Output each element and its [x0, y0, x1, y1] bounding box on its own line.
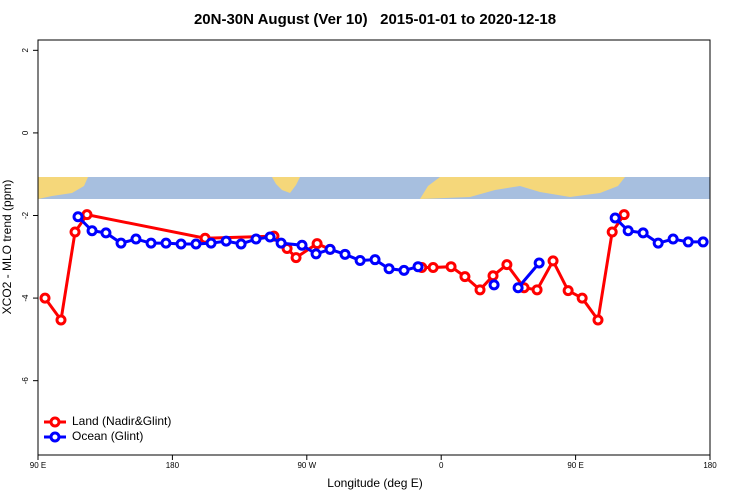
y-tick-label: 2 [21, 48, 30, 53]
x-tick-label: 180 [703, 461, 717, 470]
point [652, 237, 664, 249]
point [501, 259, 513, 271]
point [618, 209, 630, 221]
point [311, 238, 323, 250]
legend-label: Ocean (Glint) [72, 429, 143, 443]
point [220, 235, 232, 247]
x-tick-label: 0 [439, 461, 444, 470]
point [72, 211, 84, 223]
x-tick-label: 90 E [567, 461, 583, 470]
y-tick-label: -4 [21, 294, 30, 302]
point [290, 252, 302, 264]
point [250, 233, 262, 245]
point [622, 225, 634, 237]
point [576, 292, 588, 304]
point [445, 261, 457, 273]
plot-frame [37, 39, 711, 456]
point [264, 231, 276, 243]
legend-marker [49, 416, 61, 428]
point [354, 255, 366, 267]
point [86, 225, 98, 237]
chart-title: 20N-30N August (Ver 10) 2015-01-01 to 20… [194, 11, 556, 28]
point [383, 263, 395, 275]
point [39, 292, 51, 304]
point [275, 237, 287, 249]
point [115, 237, 127, 249]
x-tick-label: 90 E [30, 461, 46, 470]
point [160, 237, 172, 249]
point [637, 227, 649, 239]
point [310, 248, 322, 260]
point [606, 226, 618, 238]
point [697, 236, 709, 248]
point [55, 314, 67, 326]
point [487, 270, 499, 282]
point [592, 314, 604, 326]
point [682, 236, 694, 248]
point [547, 255, 559, 267]
point [190, 238, 202, 250]
point [398, 264, 410, 276]
point [130, 233, 142, 245]
point [235, 238, 247, 250]
point [205, 237, 217, 249]
point [412, 261, 424, 273]
point [667, 233, 679, 245]
point [339, 248, 351, 260]
point [488, 279, 500, 291]
point [296, 239, 308, 251]
map-strip [38, 177, 710, 199]
point [324, 243, 336, 255]
y-tick-label: -6 [21, 377, 30, 385]
legend-marker [49, 431, 61, 443]
point [369, 254, 381, 266]
x-tick-label: 90 W [297, 461, 316, 470]
point [512, 282, 524, 294]
point [100, 227, 112, 239]
point [562, 285, 574, 297]
point [459, 271, 471, 283]
y-axis-label: XCO2 - MLO trend (ppm) [0, 180, 14, 315]
point [145, 237, 157, 249]
y-tick-label: -2 [21, 211, 30, 219]
point [474, 284, 486, 296]
point [609, 212, 621, 224]
legend-label: Land (Nadir&Glint) [72, 414, 171, 428]
point [533, 257, 545, 269]
point [81, 209, 93, 221]
point [427, 262, 439, 274]
x-axis-label: Longitude (deg E) [327, 476, 422, 490]
point [531, 284, 543, 296]
y-tick-label: 0 [21, 130, 30, 135]
point [175, 238, 187, 250]
point [69, 226, 81, 238]
x-tick-label: 180 [166, 461, 180, 470]
